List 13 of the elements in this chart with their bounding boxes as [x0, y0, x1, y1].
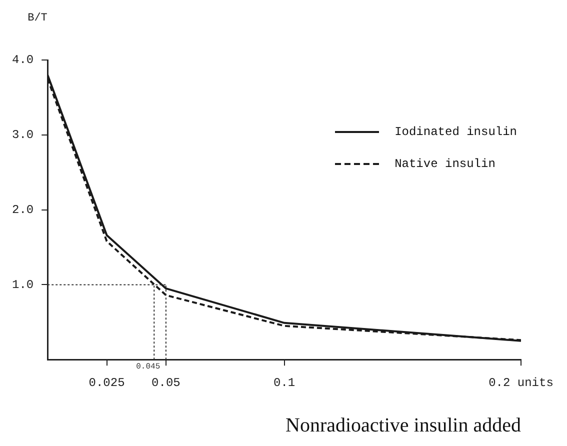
x-tick-label: 0.2 units — [488, 376, 554, 390]
y-tick-label: 4.0 — [12, 53, 34, 68]
ref-line-label: 0.045 — [136, 362, 160, 372]
y-tick-label: 1.0 — [12, 278, 34, 292]
y-tick-label: 3.0 — [12, 128, 34, 142]
x-tick-label: 0.1 — [273, 376, 296, 390]
legend-label: Iodinated insulin — [394, 125, 517, 139]
legend-label: Native insulin — [394, 157, 496, 171]
y-tick-label: 2.0 — [12, 202, 34, 217]
y-axis-title: B/T — [28, 12, 48, 24]
x-tick-label: 0.05 — [152, 376, 180, 390]
x-axis-title: Nonradioactive insulin added — [286, 414, 521, 436]
x-tick-label: 0.025 — [88, 376, 125, 390]
